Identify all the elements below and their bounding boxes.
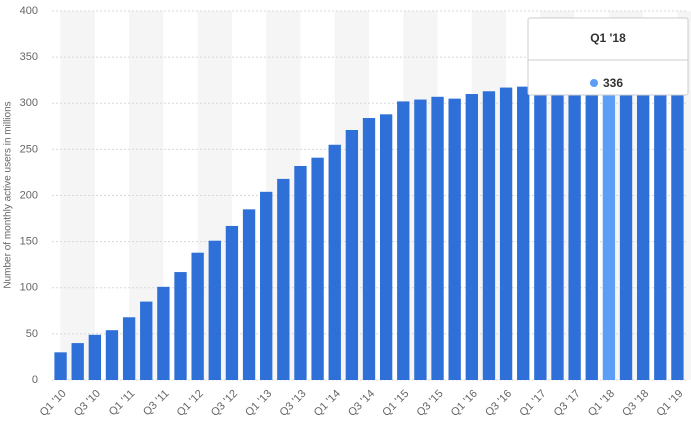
bar bbox=[397, 101, 410, 380]
y-tick-label: 250 bbox=[20, 143, 38, 155]
y-tick-label: 50 bbox=[26, 328, 38, 340]
bar bbox=[602, 70, 616, 380]
bar bbox=[431, 96, 444, 380]
x-tick-label: Q3 '15 bbox=[415, 388, 446, 419]
bar bbox=[294, 165, 307, 380]
x-tick-label: Q1 '12 bbox=[175, 388, 206, 419]
x-tick-label: Q1 '17 bbox=[517, 388, 548, 419]
bar bbox=[671, 75, 684, 380]
y-tick-label: 200 bbox=[20, 189, 38, 201]
x-tick-label: Q1 '14 bbox=[312, 388, 343, 419]
x-tick-label: Q1 '18 bbox=[586, 388, 617, 419]
x-tick-label: Q3 '18 bbox=[620, 388, 651, 419]
bar bbox=[414, 99, 427, 380]
tooltip-value: 336 bbox=[603, 76, 623, 90]
bar bbox=[345, 130, 359, 380]
bar bbox=[328, 144, 341, 380]
bar bbox=[482, 91, 496, 380]
bar bbox=[242, 209, 256, 380]
x-tick-label: Q1 '11 bbox=[107, 388, 138, 419]
x-tick-label: Q1 '16 bbox=[449, 388, 480, 419]
tooltip-title: Q1 '18 bbox=[590, 31, 626, 45]
tooltip: Q1 '18 336 bbox=[527, 17, 689, 96]
bar bbox=[568, 75, 581, 380]
tooltip-box bbox=[527, 17, 689, 96]
x-tick-label: Q3 '13 bbox=[277, 388, 308, 419]
y-tick-label: 100 bbox=[20, 282, 38, 294]
bar bbox=[174, 272, 187, 380]
bar bbox=[534, 78, 547, 380]
bar bbox=[362, 118, 376, 380]
bar bbox=[260, 191, 273, 380]
bar bbox=[88, 334, 102, 380]
x-tick-label: Q3 '14 bbox=[346, 388, 377, 419]
bar bbox=[225, 225, 239, 380]
bar bbox=[517, 86, 530, 381]
tooltip-marker bbox=[590, 79, 598, 87]
x-tick-label: Q3 '10 bbox=[72, 388, 103, 419]
bar bbox=[140, 301, 153, 380]
bar bbox=[71, 343, 84, 380]
x-tick-label: Q1 '10 bbox=[38, 388, 69, 419]
bar bbox=[654, 83, 667, 380]
x-tick-label: Q1 '19 bbox=[654, 388, 685, 419]
bar bbox=[619, 70, 633, 381]
x-tick-label: Q3 '17 bbox=[552, 388, 583, 419]
bar bbox=[277, 178, 290, 380]
x-tick-label: Q3 '12 bbox=[209, 388, 240, 419]
bar bbox=[379, 114, 393, 380]
bar bbox=[191, 252, 204, 380]
bar bbox=[465, 94, 478, 381]
bar bbox=[54, 352, 67, 380]
y-axis-label: Number of monthly active users in millio… bbox=[3, 101, 14, 288]
bar bbox=[311, 157, 324, 380]
bar bbox=[448, 98, 461, 380]
x-tick-label: Q3 '16 bbox=[483, 388, 514, 419]
y-tick-label: 150 bbox=[20, 236, 38, 248]
bar bbox=[157, 286, 170, 380]
bar bbox=[208, 240, 221, 380]
bar bbox=[636, 79, 650, 380]
bar bbox=[585, 75, 598, 380]
x-tick-label: Q3 '11 bbox=[141, 388, 172, 419]
bar bbox=[499, 87, 513, 380]
bar bbox=[122, 317, 136, 380]
y-tick-label: 350 bbox=[20, 51, 38, 63]
x-tick-label: Q1 '13 bbox=[243, 388, 274, 419]
y-tick-label: 400 bbox=[20, 5, 38, 17]
bar bbox=[551, 79, 564, 380]
y-tick-label: 0 bbox=[32, 374, 38, 386]
y-tick-label: 300 bbox=[20, 97, 38, 109]
x-tick-label: Q1 '15 bbox=[380, 388, 411, 419]
bar bbox=[105, 330, 119, 380]
